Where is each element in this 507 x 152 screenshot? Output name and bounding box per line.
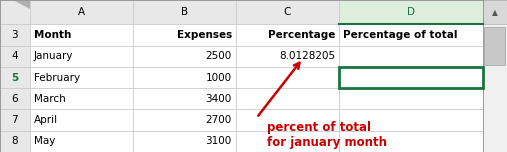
Text: 6: 6 <box>12 94 18 104</box>
Text: B: B <box>181 7 188 17</box>
Text: April: April <box>34 115 58 125</box>
Bar <box>30 67 133 88</box>
Bar <box>484 27 505 65</box>
Text: 3: 3 <box>12 30 18 40</box>
Text: 7: 7 <box>12 115 18 125</box>
Bar <box>236 46 339 67</box>
Text: 4: 4 <box>12 51 18 61</box>
Text: D: D <box>407 7 415 17</box>
Bar <box>133 109 236 131</box>
Text: May: May <box>34 136 55 146</box>
Bar <box>133 88 236 109</box>
Bar <box>339 0 483 24</box>
Text: 8: 8 <box>12 136 18 146</box>
Bar <box>0 24 30 46</box>
Bar <box>0 88 30 109</box>
Bar <box>339 67 483 88</box>
Bar <box>236 88 339 109</box>
Bar <box>339 67 483 88</box>
Bar <box>339 46 483 67</box>
Text: Percentage: Percentage <box>268 30 335 40</box>
Bar <box>236 0 339 24</box>
Text: A: A <box>78 7 85 17</box>
Bar <box>30 88 133 109</box>
Text: 2500: 2500 <box>206 51 232 61</box>
Text: ▲: ▲ <box>492 8 498 17</box>
Bar <box>0 46 30 67</box>
Text: C: C <box>284 7 291 17</box>
Polygon shape <box>13 0 30 9</box>
Text: percent of total
for january month: percent of total for january month <box>267 121 387 149</box>
Bar <box>30 24 133 46</box>
Text: Percentage of total: Percentage of total <box>343 30 457 40</box>
Bar <box>236 67 339 88</box>
Text: February: February <box>34 73 80 83</box>
Text: Month: Month <box>34 30 71 40</box>
Text: Expenses: Expenses <box>176 30 232 40</box>
Bar <box>30 109 133 131</box>
Bar <box>0 0 30 24</box>
Text: 3100: 3100 <box>206 136 232 146</box>
Bar <box>483 0 507 152</box>
Bar <box>339 88 483 109</box>
Text: 3400: 3400 <box>206 94 232 104</box>
Bar <box>30 46 133 67</box>
Text: January: January <box>34 51 74 61</box>
Bar <box>481 88 485 89</box>
Text: 2700: 2700 <box>206 115 232 125</box>
Bar <box>30 131 133 152</box>
Bar <box>0 67 30 88</box>
Bar <box>133 24 236 46</box>
Bar <box>339 109 483 131</box>
Bar <box>0 109 30 131</box>
Bar <box>133 0 236 24</box>
Bar <box>0 131 30 152</box>
Bar <box>236 131 339 152</box>
Bar <box>339 131 483 152</box>
Bar <box>133 46 236 67</box>
Bar <box>339 24 483 46</box>
Bar <box>30 0 133 24</box>
Bar <box>133 131 236 152</box>
Bar <box>236 109 339 131</box>
Bar <box>483 0 507 24</box>
Text: 1000: 1000 <box>206 73 232 83</box>
Text: March: March <box>34 94 65 104</box>
Bar <box>236 24 339 46</box>
Text: 8.0128205: 8.0128205 <box>279 51 335 61</box>
Text: 5: 5 <box>11 73 19 83</box>
Bar <box>133 67 236 88</box>
